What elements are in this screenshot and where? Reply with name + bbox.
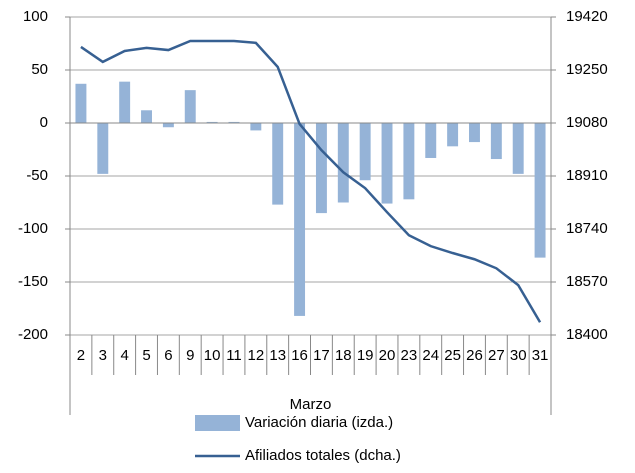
legend-label: Afiliados totales (dcha.) xyxy=(245,447,401,464)
x-tick-label: 11 xyxy=(226,347,242,364)
bar xyxy=(97,123,109,174)
bar xyxy=(119,81,131,123)
x-tick-label: 3 xyxy=(99,347,107,364)
x-tick-label: 27 xyxy=(488,347,505,364)
bar xyxy=(425,123,437,158)
y2-tick-label: 18570 xyxy=(566,273,608,290)
legend-label: Variación diaria (izda.) xyxy=(245,414,393,431)
x-tick-label: 25 xyxy=(444,347,461,364)
x-tick-label: 2 xyxy=(77,347,85,364)
bar xyxy=(141,110,152,123)
y2-tick-label: 18400 xyxy=(566,326,608,343)
y2-tick-label: 18740 xyxy=(566,220,608,237)
x-tick-label: 17 xyxy=(313,347,330,364)
bar xyxy=(294,123,306,316)
y2-tick-label: 18910 xyxy=(566,167,608,184)
bar xyxy=(206,121,218,123)
bar xyxy=(250,123,262,131)
y2-tick-label: 19250 xyxy=(566,61,608,78)
y-tick-label: -150 xyxy=(18,273,48,290)
y-tick-label: 50 xyxy=(31,61,48,78)
y2-tick-label: 19420 xyxy=(566,8,608,25)
x-tick-label: 19 xyxy=(357,347,374,364)
bar xyxy=(337,123,349,203)
bar xyxy=(75,83,87,123)
x-tick-label: 5 xyxy=(142,347,150,364)
y-tick-label: -100 xyxy=(18,220,48,237)
x-tick-label: 26 xyxy=(466,347,483,364)
x-tick-label: 30 xyxy=(510,347,527,364)
x-tick-label: 16 xyxy=(291,347,308,364)
y2-tick-label: 19080 xyxy=(566,114,608,131)
bar xyxy=(162,123,174,128)
bar xyxy=(512,123,524,174)
x-tick-label: 6 xyxy=(164,347,172,364)
x-tick-label: 9 xyxy=(186,347,194,364)
bar xyxy=(359,123,371,181)
bar xyxy=(228,121,240,123)
y-tick-label: 0 xyxy=(40,114,48,131)
x-tick-label: 18 xyxy=(335,347,352,364)
x-tick-label: 12 xyxy=(247,347,264,364)
bar xyxy=(490,123,502,160)
x-tick-label: 4 xyxy=(120,347,128,364)
bar xyxy=(534,123,546,258)
bar xyxy=(447,123,459,147)
x-axis-label: Marzo xyxy=(290,396,332,413)
legend-swatch xyxy=(195,415,240,431)
x-tick-label: 20 xyxy=(379,347,396,364)
bar xyxy=(184,90,196,123)
x-tick-label: 24 xyxy=(422,347,439,364)
x-tick-label: 31 xyxy=(532,347,549,364)
x-tick-label: 10 xyxy=(204,347,221,364)
x-tick-label: 13 xyxy=(269,347,286,364)
x-tick-label: 23 xyxy=(401,347,418,364)
bar xyxy=(381,123,393,204)
bar xyxy=(469,123,480,143)
bar xyxy=(272,123,284,205)
y-tick-label: 100 xyxy=(23,8,48,25)
bar xyxy=(403,123,415,200)
y-tick-label: -50 xyxy=(26,167,48,184)
line xyxy=(80,39,542,323)
bar xyxy=(315,123,327,214)
y-tick-label: -200 xyxy=(18,326,48,343)
